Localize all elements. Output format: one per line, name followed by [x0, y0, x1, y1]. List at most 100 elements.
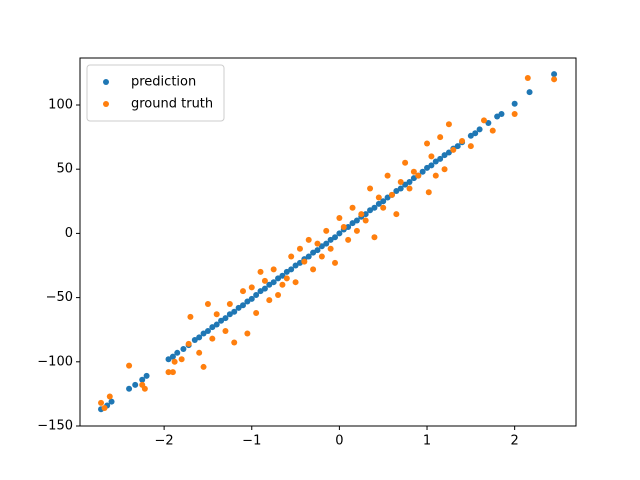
point	[204, 327, 211, 334]
point	[239, 288, 246, 295]
point	[432, 172, 439, 179]
point	[253, 292, 260, 299]
point	[494, 113, 501, 120]
point	[305, 236, 312, 243]
point	[424, 164, 431, 171]
point	[384, 172, 391, 179]
point	[327, 236, 334, 243]
point	[406, 185, 413, 192]
point	[349, 220, 356, 227]
point	[226, 311, 233, 318]
point	[165, 356, 172, 363]
point	[371, 204, 378, 211]
point	[454, 143, 461, 150]
point	[314, 240, 321, 247]
point	[226, 301, 233, 308]
point	[393, 211, 400, 218]
point	[551, 76, 558, 83]
point	[345, 223, 352, 230]
point	[270, 266, 277, 273]
point	[248, 295, 255, 302]
point	[275, 275, 282, 282]
point	[283, 275, 290, 282]
point	[292, 279, 299, 286]
point	[345, 236, 352, 243]
point	[432, 158, 439, 165]
point	[371, 234, 378, 241]
point	[244, 330, 251, 337]
point	[410, 168, 417, 175]
point	[402, 181, 409, 188]
point	[419, 168, 426, 175]
point	[200, 330, 207, 337]
point	[213, 311, 220, 318]
point	[196, 334, 203, 341]
point	[171, 358, 178, 365]
y-tick-label: −50	[46, 290, 73, 305]
point	[437, 134, 444, 141]
point	[266, 297, 273, 304]
point	[384, 194, 391, 201]
x-tick-label: −2	[155, 434, 174, 449]
point	[428, 153, 435, 160]
point	[200, 363, 207, 370]
point	[445, 121, 452, 128]
point	[323, 240, 330, 247]
point	[445, 149, 452, 156]
point	[209, 335, 216, 342]
point	[296, 245, 303, 252]
point	[305, 253, 312, 260]
point	[358, 211, 365, 218]
point	[314, 247, 321, 254]
point	[441, 166, 448, 173]
point	[222, 315, 229, 322]
x-tick-label: 1	[423, 434, 431, 449]
point	[248, 284, 255, 291]
point	[106, 393, 113, 400]
point	[450, 146, 457, 153]
point	[218, 317, 225, 324]
point	[437, 155, 444, 162]
point	[332, 259, 339, 266]
point	[402, 159, 409, 166]
point	[165, 369, 172, 376]
point	[323, 227, 330, 234]
point	[222, 327, 229, 334]
point	[526, 89, 533, 96]
point	[310, 249, 317, 256]
point	[292, 262, 299, 269]
point	[375, 200, 382, 207]
legend-marker	[103, 79, 109, 85]
point	[98, 399, 105, 406]
point	[415, 172, 422, 179]
point	[332, 234, 339, 241]
point	[209, 324, 216, 331]
point	[336, 214, 343, 221]
point	[213, 321, 220, 328]
point	[235, 304, 242, 311]
x-tick-label: −1	[242, 434, 261, 449]
point	[239, 302, 246, 309]
point	[498, 110, 505, 117]
point	[132, 381, 139, 388]
plot-frame	[79, 57, 577, 427]
point	[126, 362, 133, 369]
point	[108, 398, 115, 405]
point	[367, 207, 374, 214]
point	[139, 376, 146, 383]
point	[467, 132, 474, 139]
x-tick-label: 2	[511, 434, 519, 449]
point	[476, 126, 483, 133]
y-tick-label: −100	[37, 354, 73, 369]
point	[362, 217, 369, 224]
point	[467, 143, 474, 150]
point	[257, 288, 264, 295]
point	[375, 194, 382, 201]
point	[279, 281, 286, 288]
point	[261, 285, 268, 292]
point	[327, 245, 334, 252]
point	[459, 137, 466, 144]
point	[353, 217, 360, 224]
point	[174, 349, 181, 356]
